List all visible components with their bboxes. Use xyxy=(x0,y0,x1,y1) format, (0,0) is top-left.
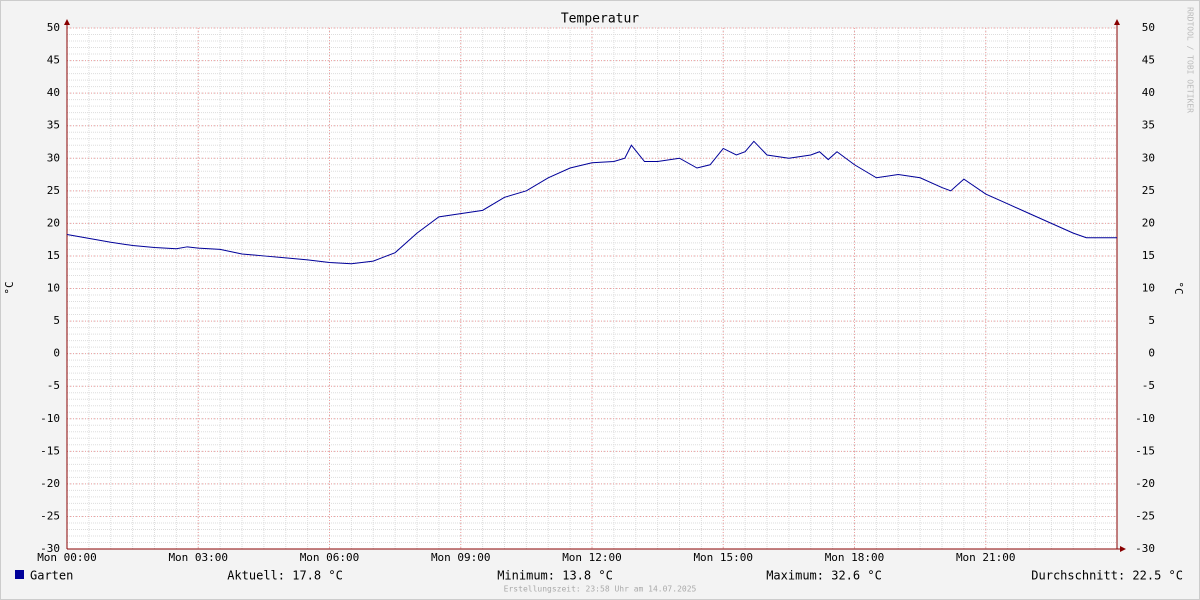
y-tick-label-right: 0 xyxy=(1148,347,1155,360)
y-tick-label: 30 xyxy=(47,151,60,164)
y-tick-label: 20 xyxy=(47,216,60,229)
y-tick-label-right: 30 xyxy=(1142,151,1155,164)
stat: Durchschnitt: 22.5 °C xyxy=(1031,569,1183,583)
footer: Erstellungszeit: 23:58 Uhr am 14.07.2025 xyxy=(504,585,697,594)
y-tick-label-right: 50 xyxy=(1142,21,1155,34)
y-tick-label: -10 xyxy=(40,412,60,425)
y-tick-label: 35 xyxy=(47,119,60,132)
arrow xyxy=(64,19,70,25)
y-tick-label-right: -10 xyxy=(1135,412,1155,425)
y-tick-label: -25 xyxy=(40,509,60,522)
y-tick-label-right: 10 xyxy=(1142,282,1155,295)
y-tick-label-right: -15 xyxy=(1135,444,1155,457)
chart-title: Temperatur xyxy=(561,12,639,27)
y-tick-label: -30 xyxy=(40,542,60,555)
x-tick-label: Mon 06:00 xyxy=(300,551,360,564)
y-tick-label-right: 40 xyxy=(1142,86,1155,99)
x-tick-label: Mon 00:00 xyxy=(37,551,97,564)
legend-swatch xyxy=(15,570,24,579)
x-tick-label: Mon 03:00 xyxy=(168,551,228,564)
y-axis-label: °C xyxy=(3,281,16,294)
y-tick-label: 45 xyxy=(47,54,60,67)
y-tick-label: 50 xyxy=(47,21,60,34)
y-tick-label-right: 35 xyxy=(1142,119,1155,132)
y-tick-label-right: 25 xyxy=(1142,184,1155,197)
y-tick-label: 15 xyxy=(47,249,60,262)
y-tick-label-right: 20 xyxy=(1142,216,1155,229)
x-tick-label: Mon 09:00 xyxy=(431,551,491,564)
y-tick-label-right: -20 xyxy=(1135,477,1155,490)
watermark: RRDTOOL / TOBI OETIKER xyxy=(1186,7,1195,113)
stat: Maximum: 32.6 °C xyxy=(766,569,882,583)
stat: Minimum: 13.8 °C xyxy=(497,569,613,583)
y-tick-label: -5 xyxy=(47,379,60,392)
arrow xyxy=(1120,546,1126,552)
y-axis-label-right: °C xyxy=(1172,281,1185,294)
x-tick-label: Mon 21:00 xyxy=(956,551,1016,564)
y-tick-label: 10 xyxy=(47,282,60,295)
y-tick-label-right: 45 xyxy=(1142,54,1155,67)
x-tick-label: Mon 18:00 xyxy=(825,551,885,564)
y-tick-label: -15 xyxy=(40,444,60,457)
x-tick-label: Mon 15:00 xyxy=(693,551,753,564)
legend-label: Garten xyxy=(30,569,73,583)
arrow xyxy=(1114,19,1120,25)
y-tick-label-right: 15 xyxy=(1142,249,1155,262)
y-tick-label: 25 xyxy=(47,184,60,197)
y-tick-label: -20 xyxy=(40,477,60,490)
y-tick-label-right: -25 xyxy=(1135,509,1155,522)
y-tick-label-right: -5 xyxy=(1142,379,1155,392)
y-tick-label: 0 xyxy=(53,347,60,360)
stat: Aktuell: 17.8 °C xyxy=(227,569,343,583)
y-tick-label-right: -30 xyxy=(1135,542,1155,555)
y-tick-label-right: 5 xyxy=(1148,314,1155,327)
series-line xyxy=(66,140,1117,265)
y-tick-label: 5 xyxy=(53,314,60,327)
x-tick-label: Mon 12:00 xyxy=(562,551,622,564)
y-tick-label: 40 xyxy=(47,86,60,99)
